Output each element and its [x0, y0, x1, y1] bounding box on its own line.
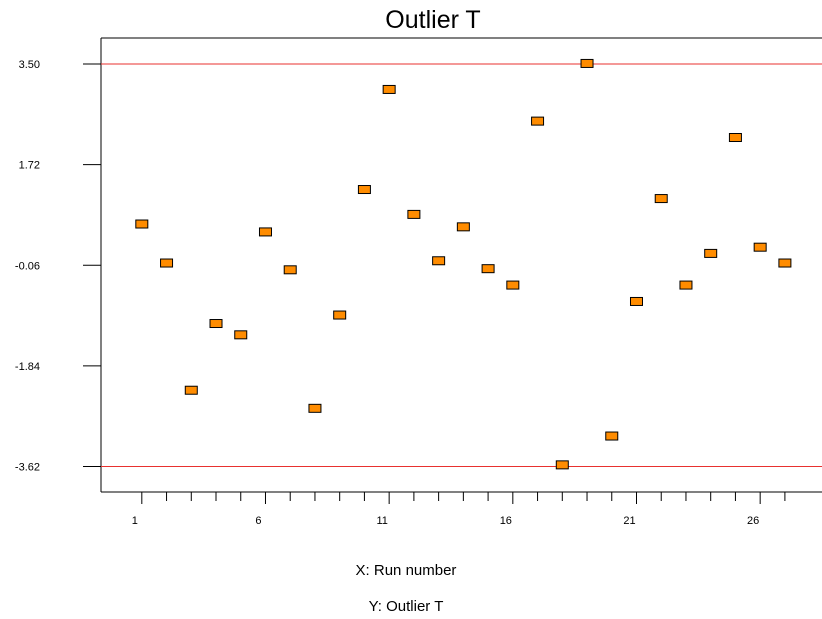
data-point	[580, 58, 594, 68]
y-tick-label: 1.72	[19, 160, 40, 172]
data-point	[704, 248, 718, 258]
data-point	[357, 185, 371, 195]
data-point	[308, 403, 322, 413]
data-point	[283, 265, 297, 275]
data-point	[753, 242, 767, 252]
ticks: 3.501.72-0.06-1.84-3.621 6 11 16 21 26	[15, 59, 786, 527]
data-point	[135, 219, 149, 229]
x-tick-label: 11	[376, 515, 387, 527]
x-tick-label: 6	[255, 515, 261, 527]
control-limits	[83, 63, 822, 468]
y-axis-label: Y: Outlier T	[368, 598, 444, 615]
data-point	[456, 222, 470, 232]
y-tick-label: -1.84	[15, 361, 40, 373]
y-tick-label: 3.50	[19, 59, 40, 71]
x-tick-label: 26	[747, 515, 759, 527]
data-point	[407, 209, 421, 219]
x-tick-label: 1	[132, 515, 138, 527]
data-point	[531, 116, 545, 126]
data-point	[654, 194, 668, 204]
data-point	[481, 264, 495, 274]
data-point	[679, 280, 693, 290]
y-tick-label: -3.62	[15, 462, 40, 474]
data-point	[258, 227, 272, 237]
data-point	[555, 460, 569, 470]
scatter-plot: 3.501.72-0.06-1.84-3.621 6 11 16 21 26	[15, 37, 822, 527]
axes	[100, 37, 822, 493]
data-point	[506, 280, 520, 290]
x-tick-label: 16	[500, 515, 512, 527]
data-point	[432, 256, 446, 266]
data-point	[382, 84, 396, 94]
data-point	[629, 296, 643, 306]
y-tick-label: -0.06	[15, 260, 40, 272]
x-tick-label: 21	[623, 515, 635, 527]
data-point	[333, 310, 347, 320]
data-point	[605, 431, 619, 441]
data-point	[728, 133, 742, 143]
chart-title: Outlier T	[385, 6, 481, 34]
data-point	[234, 330, 248, 340]
data-points	[135, 58, 792, 470]
x-axis-label: X: Run number	[355, 562, 457, 579]
data-point	[209, 319, 223, 329]
data-point	[184, 385, 198, 395]
data-point	[160, 258, 174, 268]
data-point	[778, 258, 792, 268]
